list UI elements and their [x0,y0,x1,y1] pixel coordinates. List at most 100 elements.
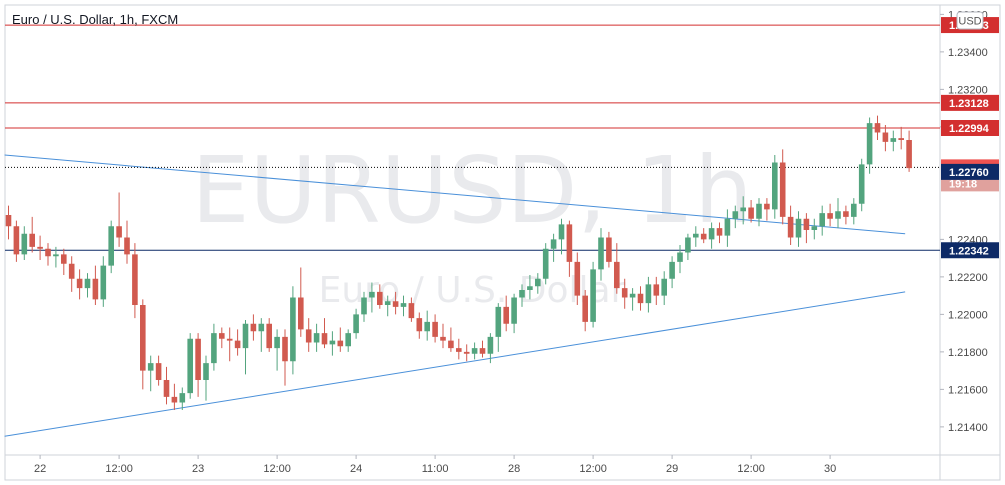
candle-body [527,286,533,290]
candle-body [882,132,889,142]
candle-body [424,321,430,332]
price-tick-label: 1.22200 [948,272,988,284]
candle-body [163,380,170,397]
candle-body [503,306,509,324]
candle-body [779,162,786,217]
watermark-symbol: EURUSD, 1h [191,137,752,244]
candle-body [282,336,288,362]
candle-body [811,226,818,230]
resistance-level-tag-label: 1.22994 [949,123,990,135]
candle-body [408,303,415,319]
candle-body [471,348,478,354]
candle-body [463,351,470,354]
candle-body [906,140,912,169]
currency-button-label: USD [958,16,981,28]
candle-body [535,278,541,287]
candle-body [400,303,407,307]
candle-body [740,207,746,212]
candle-body [756,203,762,219]
candle-body [700,233,707,240]
time-tick-label: 11:00 [422,463,449,475]
candle-body [732,211,739,219]
candle-body [337,340,344,347]
time-tick-label: 12:00 [263,463,291,475]
candle-body [772,162,778,210]
candle-body [258,323,265,332]
candle-body [629,293,636,298]
candle-body [384,301,391,305]
candle-body [542,248,549,279]
trendlines [4,154,906,437]
candle-body [353,314,359,334]
candle-body [392,301,399,307]
candle-body [68,263,75,279]
candle-body [84,278,91,289]
candle-body [621,288,628,298]
candle-body [558,224,565,240]
time-tick-label: 23 [192,463,204,475]
candle-body [313,333,320,343]
candle-body [61,254,67,264]
candle-body [37,246,43,249]
marker-price-tag-label: 1.22760 [949,167,989,179]
chart-title: Euro / U.S. Dollar, 1h, FXCM [12,12,178,27]
candle-body [53,254,59,257]
candle-body [598,237,604,270]
candle-body [582,295,588,322]
candle-body [369,291,375,298]
candle-body [361,297,367,315]
price-tick-label: 1.21600 [948,384,988,396]
candle-body [234,340,241,349]
candle-body [203,363,209,380]
candle-body [377,291,383,305]
support-level-tag-label: 1.22342 [949,245,989,257]
candle-body [550,239,557,249]
candle-body [519,290,525,298]
candle-body [614,261,620,289]
currency-button[interactable]: USD [956,11,984,30]
support-level-tag [941,242,999,259]
candle-body [5,215,12,227]
candle-body [843,211,849,217]
candle-body [211,333,217,364]
candle-body [290,297,296,362]
price-tick-label: 1.23200 [948,84,988,96]
candle-body [566,224,573,262]
time-tick-label: 28 [508,463,520,475]
price-tick-label: 1.21800 [948,347,988,359]
time-tick-label: 30 [824,463,836,475]
candle-body [803,218,810,230]
candle-body [266,323,272,349]
candle-body [835,211,841,219]
time-tick-label: 24 [350,463,362,475]
candle-body [851,203,857,217]
candle-body [76,278,83,289]
resistance-level-tag [941,94,999,111]
candle-body [242,323,249,349]
candle-body [748,207,754,219]
candle-body [669,261,675,279]
candle-body [866,123,873,165]
candle-body [495,306,502,337]
candle-body [716,228,723,236]
candle-body [187,338,193,394]
candle-body [21,233,28,255]
candle-body [645,284,652,304]
candle-body [456,348,462,352]
candle-body [819,213,825,227]
candle-body [724,218,731,236]
candle-body [179,393,186,403]
candle-body [92,278,99,300]
candle-body [250,323,257,332]
candle-body [305,329,312,343]
candle-body [511,297,517,324]
time-tick-label: 12:00 [105,463,133,475]
candle-body [448,340,454,349]
price-tick-label: 1.21400 [948,422,988,434]
candle-body [195,338,201,380]
candle-body [155,363,162,380]
candle-body [171,396,178,403]
candle-body [574,261,581,296]
